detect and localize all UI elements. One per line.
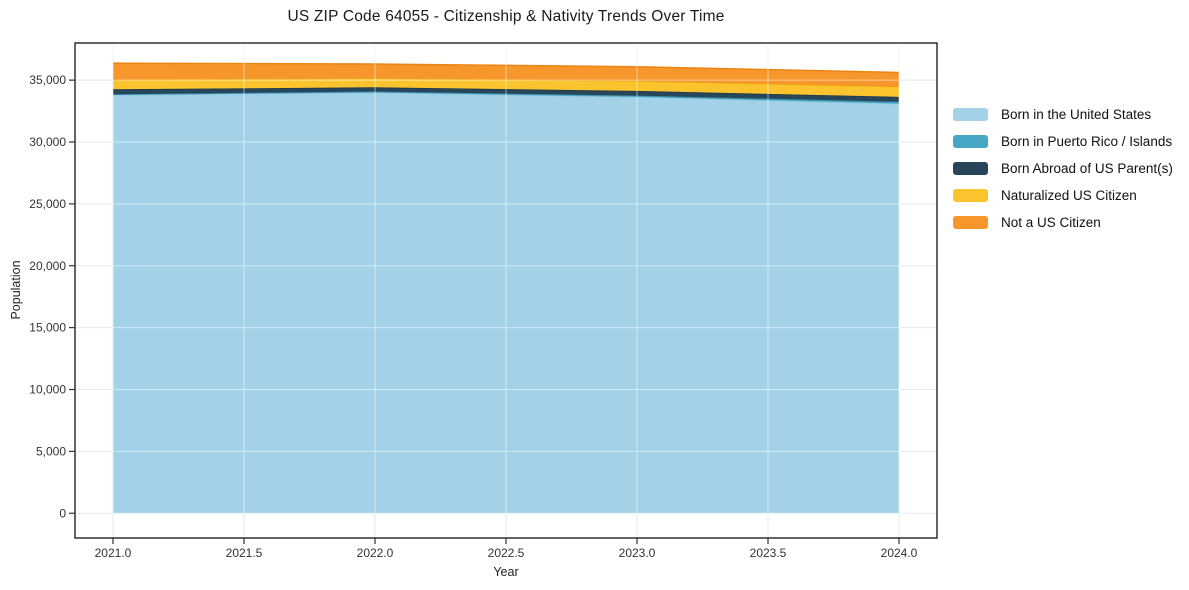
- legend-swatch: [953, 135, 988, 148]
- x-tick-label: 2021.0: [95, 546, 132, 560]
- legend-swatch: [953, 189, 988, 202]
- x-tick-label: 2021.5: [226, 546, 263, 560]
- legend-item-born-in-the-united-states[interactable]: Born in the United States: [953, 101, 1173, 128]
- x-tick-label: 2022.0: [357, 546, 394, 560]
- y-axis-label: Population: [9, 260, 23, 320]
- legend-label: Born in the United States: [1001, 107, 1152, 122]
- y-tick-label: 5,000: [36, 444, 66, 458]
- chart-title: US ZIP Code 64055 - Citizenship & Nativi…: [287, 8, 725, 25]
- y-tick-label: 25,000: [29, 197, 66, 211]
- legend: Born in the United States Born in Puerto …: [953, 101, 1173, 236]
- x-tick-label: 2023.0: [619, 546, 656, 560]
- x-tick-label: 2023.5: [750, 546, 787, 560]
- legend-item-naturalized-us-citizen[interactable]: Naturalized US Citizen: [953, 182, 1173, 209]
- legend-swatch: [953, 108, 988, 121]
- legend-label: Born Abroad of US Parent(s): [1001, 161, 1173, 176]
- legend-item-not-a-us-citizen[interactable]: Not a US Citizen: [953, 209, 1173, 236]
- legend-item-born-in-puerto-rico-islands[interactable]: Born in Puerto Rico / Islands: [953, 128, 1173, 155]
- x-axis-label: Year: [493, 565, 519, 579]
- y-tick-label: 30,000: [29, 135, 66, 149]
- legend-label: Not a US Citizen: [1001, 215, 1101, 230]
- y-tick-label: 35,000: [29, 73, 66, 87]
- x-tick-label: 2024.0: [881, 546, 918, 560]
- legend-item-born-abroad-of-us-parent-s[interactable]: Born Abroad of US Parent(s): [953, 155, 1173, 182]
- area-born-abroad-of-us-parent-s: [112, 87, 900, 102]
- y-tick-label: 0: [59, 506, 66, 520]
- legend-swatch: [953, 216, 988, 229]
- x-tick-label: 2022.5: [488, 546, 525, 560]
- legend-swatch: [953, 162, 988, 175]
- legend-label: Born in Puerto Rico / Islands: [1001, 134, 1173, 149]
- y-tick-label: 10,000: [29, 383, 66, 397]
- y-tick-label: 15,000: [29, 321, 66, 335]
- y-tick-label: 20,000: [29, 259, 66, 273]
- legend-label: Naturalized US Citizen: [1001, 188, 1137, 203]
